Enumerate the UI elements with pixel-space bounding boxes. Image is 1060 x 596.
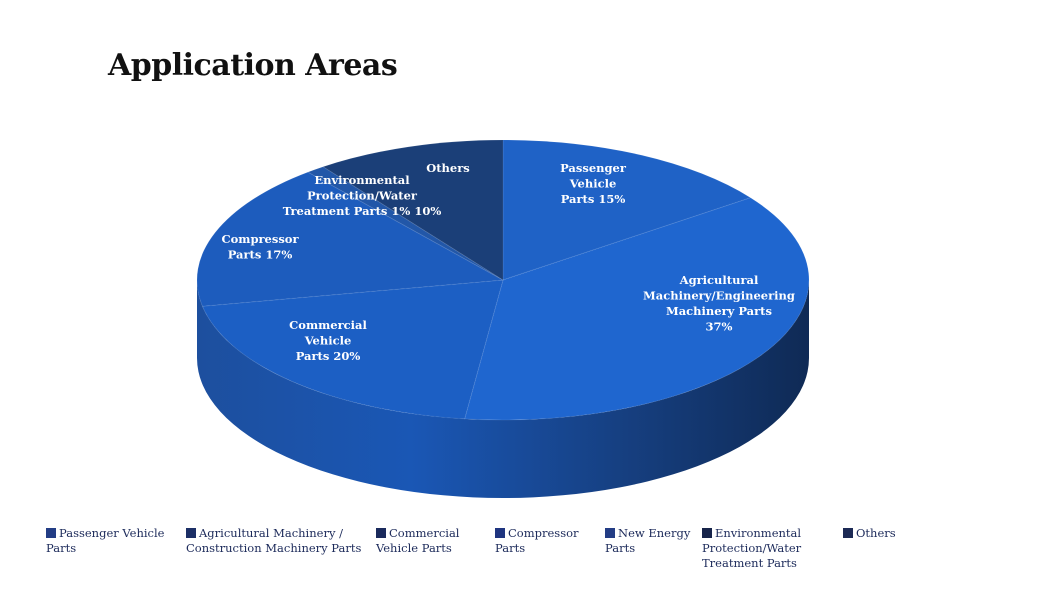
legend-label: Agricultural Machinery / <box>199 526 343 540</box>
legend-label: Compressor <box>508 526 579 540</box>
legend-label: New Energy <box>618 526 691 540</box>
legend-label: Treatment Parts <box>702 556 797 570</box>
legend-label: Passenger Vehicle <box>59 526 165 540</box>
legend-label: Protection/Water <box>702 541 802 555</box>
legend-label: Others <box>856 526 896 540</box>
legend-label: Vehicle Parts <box>376 541 452 555</box>
legend-label: Construction Machinery Parts <box>186 541 362 555</box>
legend-item: Others <box>843 526 896 541</box>
chart-title: Application Areas <box>108 48 398 83</box>
pie-slice <box>196 171 505 307</box>
legend-item: New Energy Parts <box>605 526 690 556</box>
pie-slice <box>464 197 810 421</box>
legend-label: Commercial <box>389 526 460 540</box>
legend-label: Parts <box>495 541 526 555</box>
legend-label: Parts <box>46 541 77 555</box>
pie-slice <box>201 279 504 420</box>
legend-item: Commercial Vehicle Parts <box>376 526 460 556</box>
legend-item: Compressor Parts <box>495 526 579 556</box>
pie-slice <box>306 166 504 281</box>
legend-swatch <box>495 528 505 538</box>
legend-item: Environmental Protection/Water Treatment P… <box>702 526 801 571</box>
pie-chart: Passenger Vehicle Parts 15% Agricultural Mac… <box>196 139 810 498</box>
legend-label: Parts <box>605 541 636 555</box>
slice-label: Environmental Protection/Water Treatment P… <box>283 173 442 218</box>
legend: Passenger Vehicle Parts Agricultural Machi… <box>0 526 1060 586</box>
legend-item: Agricultural Machinery / Construction Mac… <box>186 526 361 556</box>
legend-label: Environmental <box>715 526 802 540</box>
pie-slice <box>321 139 504 281</box>
legend-swatch <box>376 528 386 538</box>
legend-swatch <box>186 528 196 538</box>
legend-swatch <box>605 528 615 538</box>
legend-swatch <box>702 528 712 538</box>
legend-swatch <box>843 528 853 538</box>
pie-side <box>197 280 809 498</box>
slice-label: Passenger Vehicle Parts 15% <box>560 161 627 206</box>
slice-label: Agricultural Machinery/Engineering Machine… <box>643 273 795 334</box>
legend-item: Passenger Vehicle Parts <box>46 526 164 556</box>
legend-swatch <box>46 528 56 538</box>
slice-label: Commercial Vehicle Parts 20% <box>289 318 367 363</box>
slice-label: Compressor Parts 17% <box>221 232 299 262</box>
slice-label: Others <box>426 161 470 175</box>
pie-slice <box>502 139 752 281</box>
